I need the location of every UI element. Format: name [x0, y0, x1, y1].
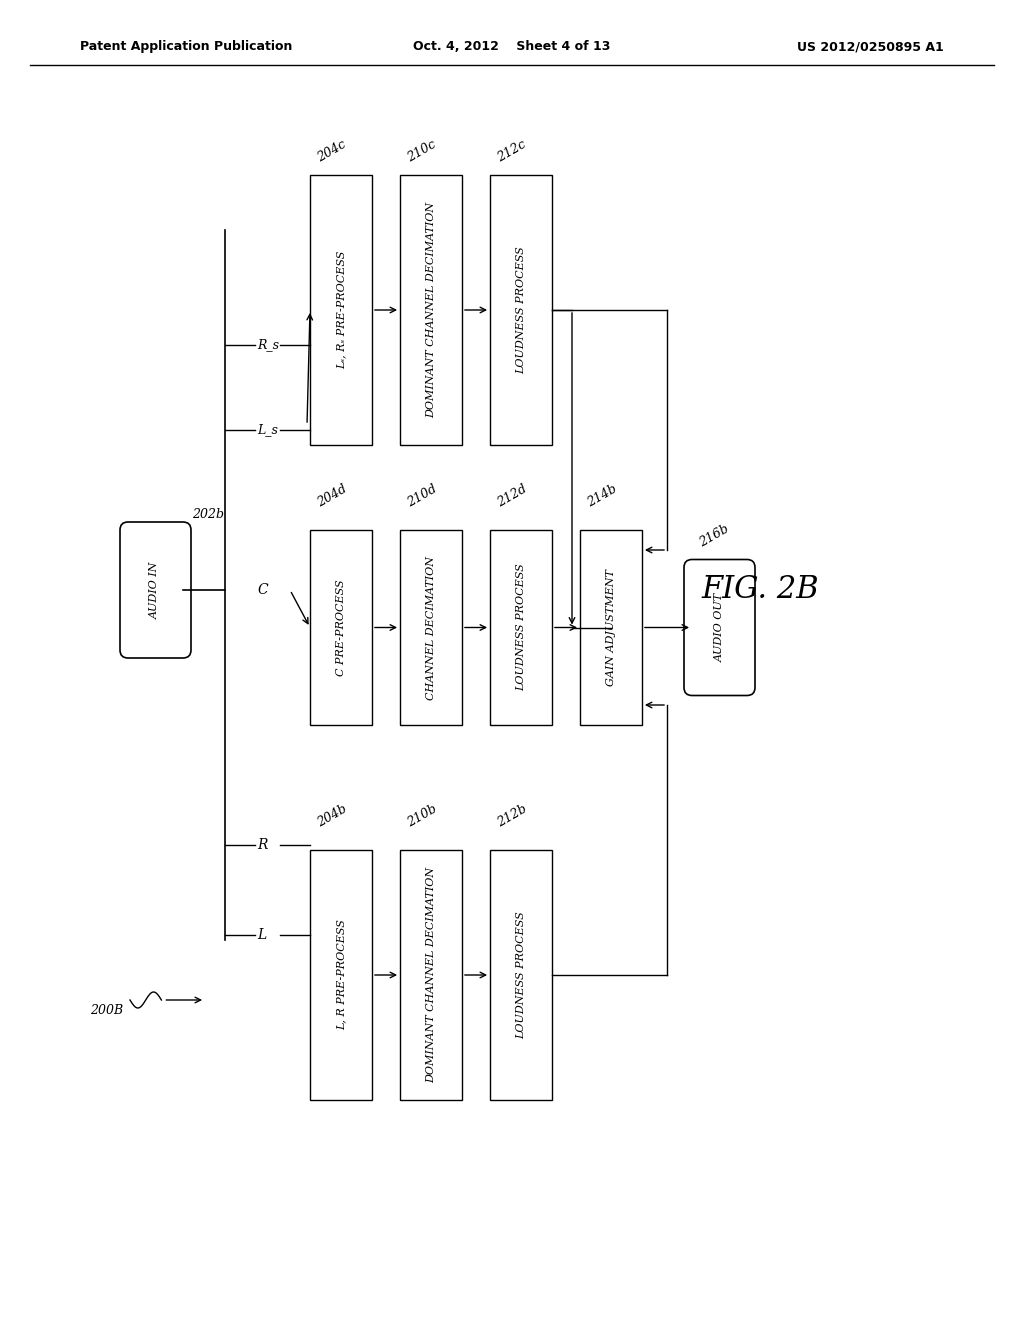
Text: 216b: 216b	[697, 523, 731, 549]
Bar	[310, 531, 372, 725]
Bar	[490, 176, 552, 445]
Text: US 2012/0250895 A1: US 2012/0250895 A1	[798, 40, 944, 53]
Bar	[400, 176, 462, 445]
Text: Patent Application Publication: Patent Application Publication	[80, 40, 293, 53]
Text: 202b: 202b	[193, 508, 224, 521]
Bar	[490, 531, 552, 725]
Bar	[310, 850, 372, 1100]
Text: DOMINANT CHANNEL DECIMATION: DOMINANT CHANNEL DECIMATION	[426, 202, 436, 418]
Text: LOUDNESS PROCESS: LOUDNESS PROCESS	[516, 246, 526, 374]
Text: 212b: 212b	[495, 803, 529, 830]
Text: C: C	[257, 583, 267, 597]
Text: 214b: 214b	[585, 483, 620, 510]
Text: LOUDNESS PROCESS: LOUDNESS PROCESS	[516, 564, 526, 692]
Text: 204d: 204d	[315, 483, 349, 510]
Text: 210d: 210d	[406, 483, 439, 510]
Text: 204b: 204b	[315, 803, 349, 830]
Text: FIG. 2B: FIG. 2B	[701, 574, 819, 606]
Text: L_s: L_s	[257, 424, 278, 437]
Text: 210c: 210c	[406, 139, 438, 165]
Text: 204c: 204c	[315, 139, 348, 165]
Text: 212c: 212c	[495, 139, 528, 165]
Text: C PRE-PROCESS: C PRE-PROCESS	[336, 579, 346, 676]
FancyBboxPatch shape	[120, 521, 191, 657]
Text: 200B: 200B	[90, 1003, 123, 1016]
Text: Lₛ, Rₛ PRE-PROCESS: Lₛ, Rₛ PRE-PROCESS	[336, 251, 346, 370]
Text: L, R PRE-PROCESS: L, R PRE-PROCESS	[336, 920, 346, 1031]
Text: Oct. 4, 2012    Sheet 4 of 13: Oct. 4, 2012 Sheet 4 of 13	[414, 40, 610, 53]
Bar	[490, 850, 552, 1100]
Text: 210b: 210b	[406, 803, 439, 830]
Text: CHANNEL DECIMATION: CHANNEL DECIMATION	[426, 556, 436, 700]
Text: LOUDNESS PROCESS: LOUDNESS PROCESS	[516, 911, 526, 1039]
Text: GAIN ADJUSTMENT: GAIN ADJUSTMENT	[606, 569, 616, 686]
Bar	[580, 531, 642, 725]
FancyBboxPatch shape	[684, 560, 755, 696]
Bar	[310, 176, 372, 445]
Text: AUDIO IN: AUDIO IN	[150, 561, 160, 619]
Bar	[400, 531, 462, 725]
Text: 212d: 212d	[495, 483, 529, 510]
Text: AUDIO OUT: AUDIO OUT	[715, 593, 725, 663]
Text: R: R	[257, 838, 267, 851]
Text: DOMINANT CHANNEL DECIMATION: DOMINANT CHANNEL DECIMATION	[426, 867, 436, 1084]
Text: L: L	[257, 928, 266, 942]
Text: R_s: R_s	[257, 338, 279, 351]
Bar	[400, 850, 462, 1100]
